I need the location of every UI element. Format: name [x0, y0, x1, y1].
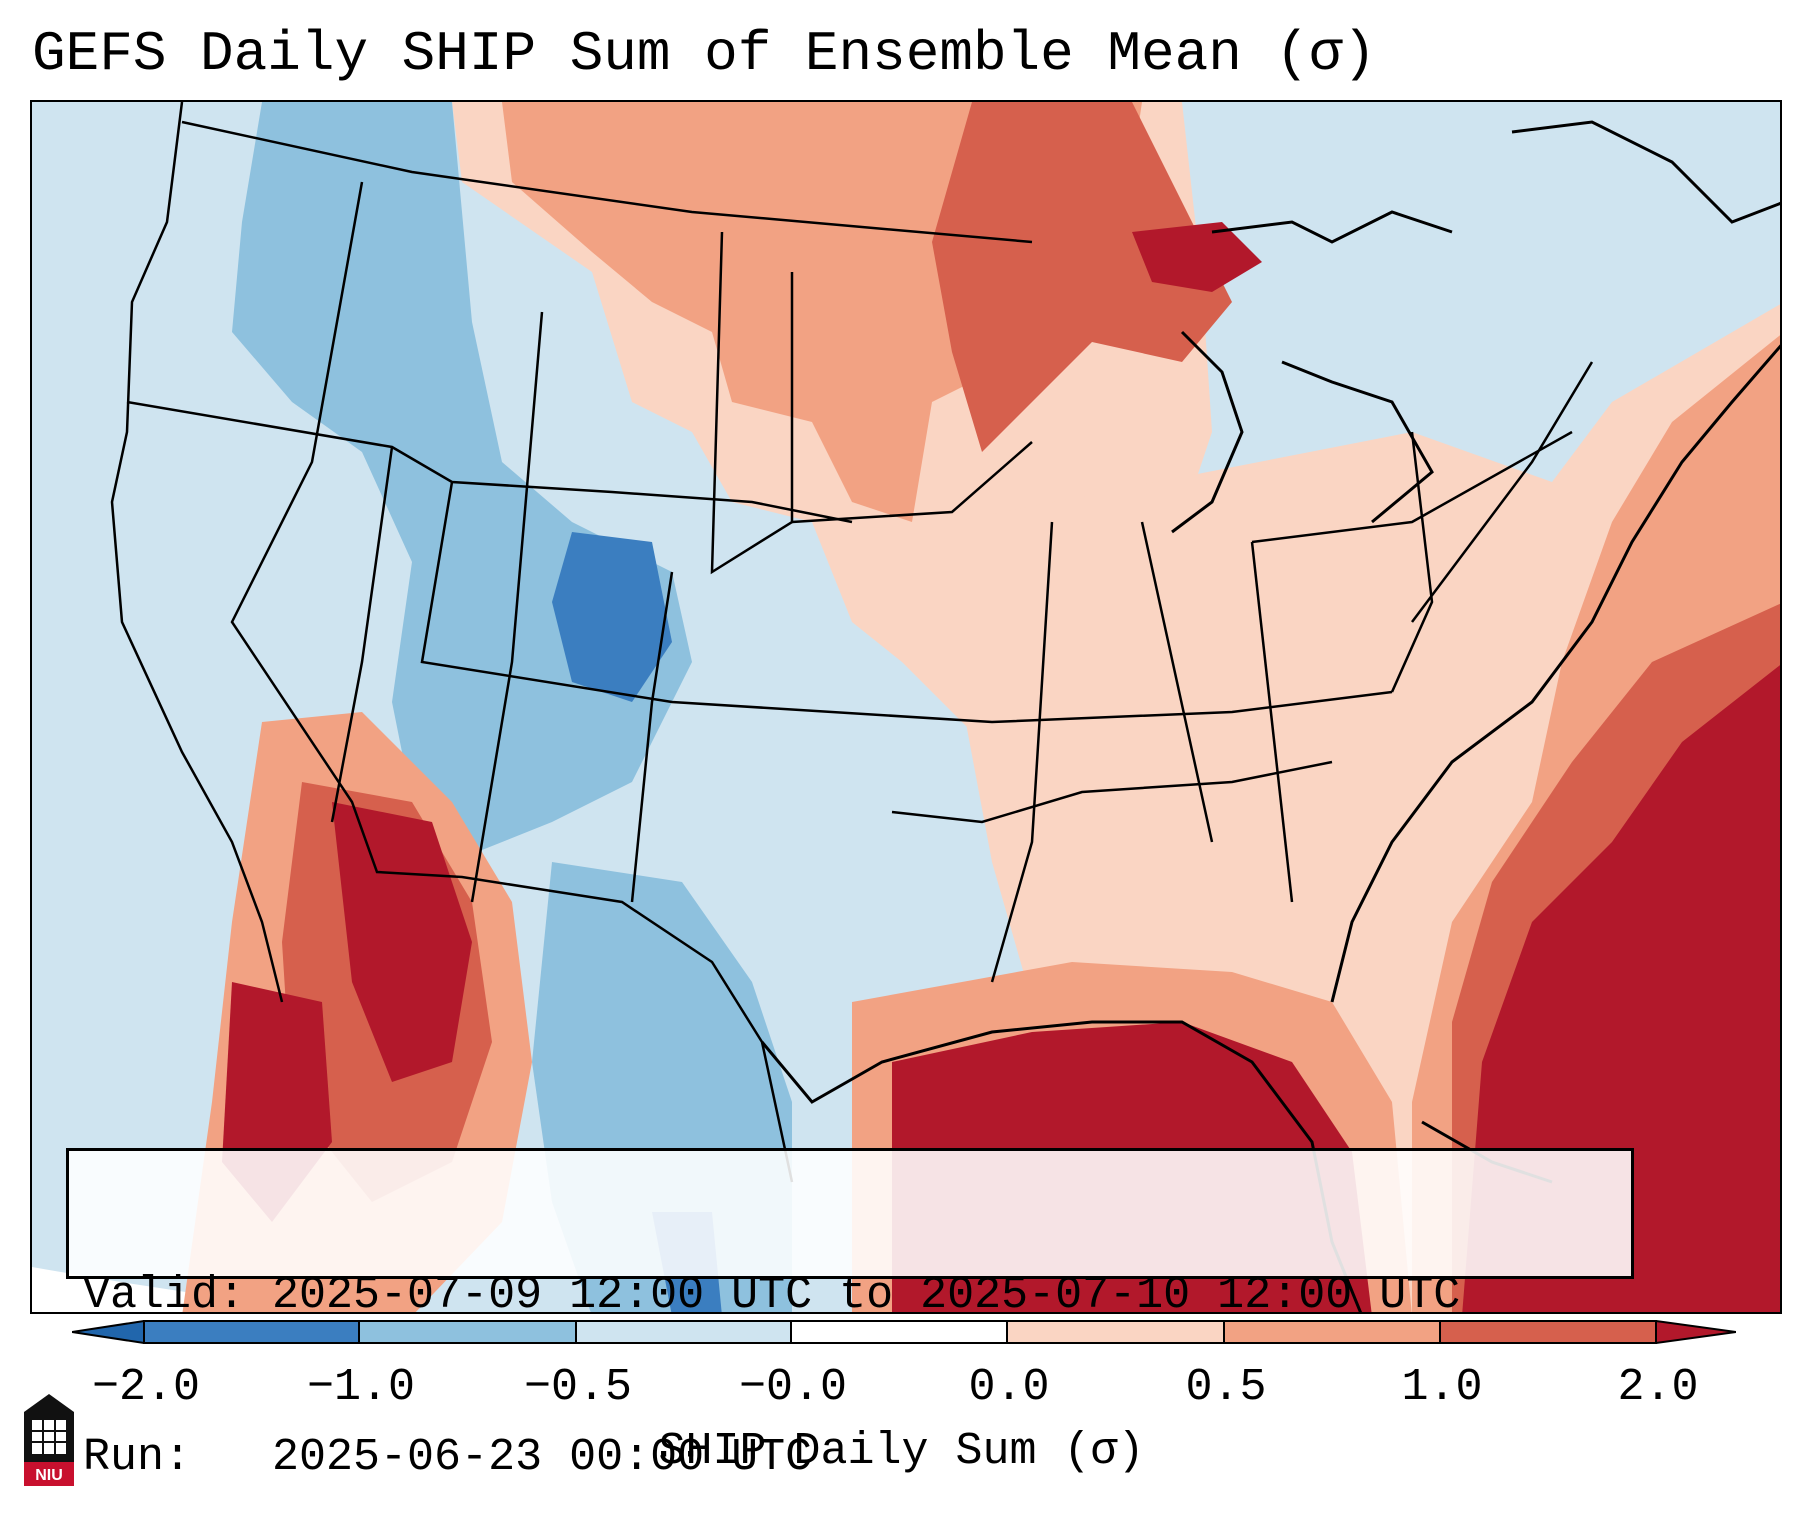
colorbar-tick-label: −2.0 [91, 1362, 201, 1413]
colorbar-bin-3 [576, 1321, 791, 1343]
colorbar-tick-label: 2.0 [1617, 1362, 1699, 1413]
colorbar-tick-label: 0.0 [968, 1362, 1050, 1413]
colorbar-extend-high [1655, 1320, 1736, 1344]
colorbar-bin-1 [144, 1321, 359, 1343]
colorbar [72, 1320, 1736, 1344]
colorbar-bin-4 [791, 1321, 1007, 1343]
colorbar-tick-label: −0.5 [523, 1362, 633, 1413]
colorbar-bin-2 [359, 1321, 576, 1343]
colorbar-tick-label: 0.5 [1185, 1362, 1267, 1413]
niu-logo-icon: NIU [24, 1394, 74, 1486]
colorbar-tick-label: −1.0 [306, 1362, 416, 1413]
anomaly-strong-great-lakes [932, 102, 1232, 452]
colorbar-bin-7 [1440, 1321, 1656, 1343]
anomaly-strong-colorado [552, 532, 672, 702]
colorbar-title: SHIP Daily Sum (σ) [658, 1426, 1145, 1477]
colorbar-tick-label: 1.0 [1401, 1362, 1483, 1413]
colorbar-bin-5 [1007, 1321, 1224, 1343]
colorbar-bin-6 [1224, 1321, 1440, 1343]
chart-title: GEFS Daily SHIP Sum of Ensemble Mean (σ) [32, 22, 1377, 86]
anomaly-max-lake-superior [1132, 222, 1262, 292]
state-boundaries [110, 102, 1594, 1183]
anomaly-max-sonora [332, 802, 472, 1082]
map-canvas [32, 102, 1780, 1312]
run-time-text: Run: 2025-06-23 00:00 UTC [83, 1432, 813, 1483]
valid-time-text: Valid: 2025-07-09 12:00 UTC to 2025-07-1… [83, 1270, 1461, 1321]
colorbar-tick-marks [143, 1321, 1657, 1343]
map-panel[interactable] [30, 100, 1782, 1314]
validity-info-box: Valid: 2025-07-09 12:00 UTC to 2025-07-1… [66, 1148, 1634, 1483]
niu-logo-text: NIU [35, 1467, 63, 1484]
colorbar-tick-label: −0.0 [738, 1362, 848, 1413]
colorbar-extend-low [72, 1320, 145, 1344]
